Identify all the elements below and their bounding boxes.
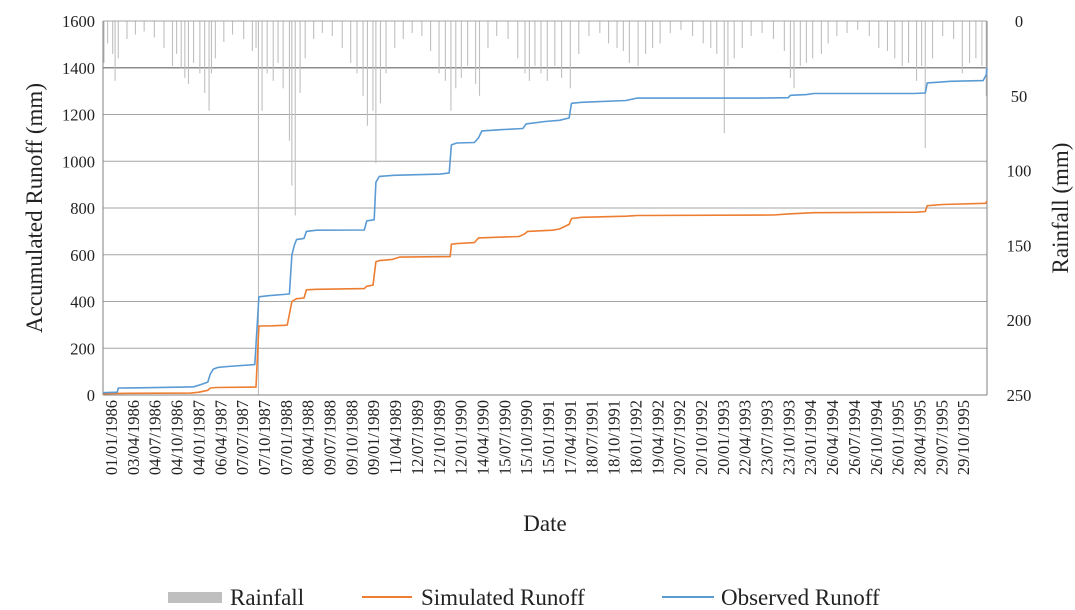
x-tick-label: 12/07/1989 [408,400,427,475]
x-tick-label: 08/04/1988 [299,400,318,475]
x-tick-label: 23/10/1993 [779,400,798,475]
x-axis-tick-labels: 01/01/1986 03/04/1986 04/07/1986 04/10/1986… [102,400,973,475]
x-tick-label: 04/01/1987 [189,400,208,475]
x-axis-title: Date [523,511,566,536]
y-tick-label: 600 [70,246,95,265]
x-tick-label: 20/10/1992 [692,400,711,475]
y-tick-label: 400 [70,293,95,312]
x-tick-label: 20/01/1993 [714,400,733,475]
x-tick-label: 29/07/1995 [932,400,951,475]
y2-tick-label: 100 [1007,162,1032,181]
x-tick-label: 06/04/1987 [211,400,230,475]
y-tick-label: 1200 [62,106,95,125]
x-tick-label: 14/04/1990 [474,400,493,475]
x-tick-label: 26/01/1995 [889,400,908,475]
legend-simulated-label: Simulated Runoff [421,585,585,610]
x-tick-label: 01/01/1986 [102,400,121,475]
legend-rainfall-swatch [168,592,222,603]
observed-runoff-line [102,67,988,394]
legend: Rainfall Simulated Runoff Observed Runof… [168,585,880,610]
y-tick-label: 1600 [62,12,95,31]
x-tick-label: 12/01/1990 [452,400,471,475]
y-axis-title: Accumulated Runoff (mm) [22,83,47,333]
y2-tick-label: 150 [1007,236,1032,255]
y-tick-label: 1000 [62,152,95,171]
y2-tick-label: 250 [1007,386,1032,405]
x-tick-label: 07/01/1988 [277,400,296,475]
x-tick-label: 22/04/1993 [736,400,755,475]
y2-axis-title: Rainfall (mm) [1048,143,1073,274]
x-tick-label: 20/07/1992 [670,400,689,475]
legend-observed-label: Observed Runoff [721,585,880,610]
y-tick-label: 1400 [62,59,95,78]
x-tick-label: 15/01/1991 [539,400,558,475]
y-axis-tick-labels: 0 200 400 600 800 1000 1200 1400 1600 [62,12,95,405]
x-tick-label: 18/01/1992 [626,400,645,475]
x-tick-label: 09/07/1988 [321,400,340,475]
x-tick-label: 04/10/1986 [168,400,187,475]
x-tick-label: 17/04/1991 [561,400,580,475]
x-tick-label: 11/04/1989 [386,400,405,475]
y-tick-label: 0 [87,386,95,405]
x-tick-label: 12/10/1989 [430,400,449,475]
y2-axis-tick-labels: 0 50 100 150 200 250 [1007,12,1032,405]
x-tick-label: 07/10/1987 [255,400,274,475]
gridlines [103,20,987,349]
rainfall-bars [103,21,987,395]
x-tick-label: 07/07/1987 [233,400,252,475]
x-tick-label: 26/10/1994 [867,400,886,475]
legend-rainfall-label: Rainfall [230,585,304,610]
x-tick-label: 26/07/1994 [845,400,864,475]
x-tick-label: 19/04/1992 [648,400,667,475]
y2-tick-label: 0 [1015,12,1023,31]
x-tick-label: 23/07/1993 [758,400,777,475]
x-tick-label: 09/01/1989 [364,400,383,475]
x-tick-label: 04/07/1986 [146,400,165,475]
x-tick-label: 28/04/1995 [911,400,930,475]
simulated-runoff-line [102,200,988,395]
x-tick-label: 03/04/1986 [124,400,143,475]
x-tick-label: 15/10/1990 [517,400,536,475]
y-tick-label: 200 [70,339,95,358]
x-tick-label: 15/07/1990 [495,400,514,475]
y-tick-label: 800 [70,199,95,218]
y2-tick-label: 50 [1011,87,1028,106]
x-tick-label: 23/01/1994 [801,400,820,475]
y2-tick-label: 200 [1007,311,1032,330]
x-tick-label: 26/04/1994 [823,400,842,475]
axes [102,20,988,396]
x-tick-label: 18/10/1991 [605,400,624,475]
x-tick-label: 18/07/1991 [583,400,602,475]
x-tick-label: 29/10/1995 [954,400,973,475]
x-tick-label: 09/10/1988 [342,400,361,475]
